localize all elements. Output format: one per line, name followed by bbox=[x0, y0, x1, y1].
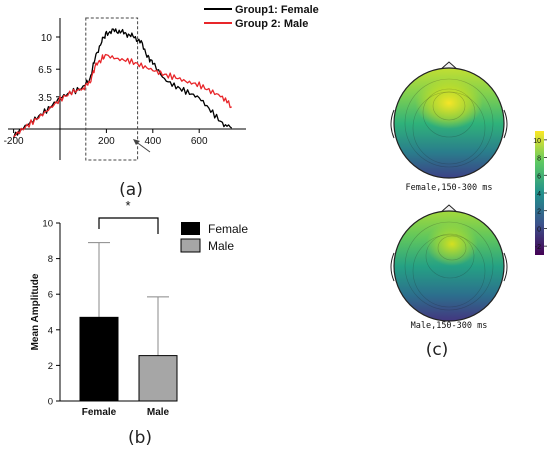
b-y-tick-label: 6 bbox=[48, 290, 53, 301]
bar-legend: Female Male bbox=[180, 222, 248, 253]
x-tick-label: 400 bbox=[144, 136, 161, 147]
x-tick-label: -200 bbox=[4, 136, 24, 147]
colorbar-tick-label: 2 bbox=[537, 209, 541, 216]
legend-label-male: Group 2: Male bbox=[235, 18, 308, 30]
y-tick-label: 6.5 bbox=[38, 65, 52, 76]
x-tick-label: 200 bbox=[98, 136, 115, 147]
b-y-tick-label: 8 bbox=[48, 254, 53, 265]
panel-label-c: (c) bbox=[426, 340, 449, 360]
bar-female bbox=[79, 316, 119, 402]
scalp-map-female: Female,150-300 ms bbox=[390, 61, 508, 193]
significance-bracket: * bbox=[98, 198, 159, 234]
b-y-tick-label: 4 bbox=[48, 325, 53, 336]
panel-label-b: (b) bbox=[128, 428, 152, 448]
y-axis-title: Mean Amplitude bbox=[30, 273, 41, 350]
significance-star: * bbox=[125, 198, 130, 213]
x-tick-label: 600 bbox=[191, 136, 208, 147]
category-label: Female bbox=[82, 407, 117, 418]
colorbar-tick-label: 10 bbox=[533, 138, 541, 145]
highlight-time-window bbox=[85, 17, 139, 161]
mean-amplitude-bar-chart: 0 2 4 6 8 10 Female Male Mean Amplitude * Fema… bbox=[30, 198, 248, 448]
topographic-maps: Female,150-300 ms Male,150-300 ms -2 0 2 4 6… bbox=[390, 61, 547, 360]
b-y-tick-label: 0 bbox=[48, 397, 53, 408]
legend-label-male-bar: Male bbox=[208, 239, 234, 253]
scalp-map-male: Male,150-300 ms bbox=[390, 204, 508, 331]
map-caption-male: Male,150-300 ms bbox=[411, 321, 488, 331]
right-ear-icon bbox=[503, 252, 508, 282]
male-waveform bbox=[13, 53, 232, 138]
colorbar-tick-label: 4 bbox=[537, 191, 541, 198]
bar-male bbox=[138, 355, 178, 402]
y-tick-label: 10 bbox=[41, 33, 53, 44]
colorbar-tick-label: -2 bbox=[535, 244, 541, 251]
left-ear-icon bbox=[390, 252, 395, 282]
colorbar-tick-label: 0 bbox=[537, 226, 541, 233]
erp-waveform-chart: -200 200 400 600 3.5 6.5 10 Group1: Female Gr… bbox=[4, 4, 319, 200]
b-y-tick-label: 2 bbox=[48, 361, 53, 372]
panel-label-a: (a) bbox=[119, 180, 143, 200]
right-ear-icon bbox=[503, 109, 508, 139]
legend-swatch-male-bar bbox=[180, 238, 201, 253]
colorbar bbox=[535, 131, 544, 255]
left-ear-icon bbox=[390, 109, 395, 139]
chart-legend: Group1: Female Group 2: Male bbox=[204, 4, 319, 30]
map-caption-female: Female,150-300 ms bbox=[406, 183, 493, 193]
b-y-tick-label: 10 bbox=[42, 219, 53, 230]
category-label: Male bbox=[147, 407, 170, 418]
legend-label-female-bar: Female bbox=[208, 222, 248, 236]
y-tick-label: 3.5 bbox=[38, 93, 52, 104]
colorbar-tick-label: 8 bbox=[537, 156, 541, 163]
legend-label-female: Group1: Female bbox=[235, 4, 319, 16]
colorbar-tick-label: 6 bbox=[537, 173, 541, 180]
annotation-arrow bbox=[133, 139, 151, 153]
legend-swatch-female-bar bbox=[181, 222, 200, 235]
